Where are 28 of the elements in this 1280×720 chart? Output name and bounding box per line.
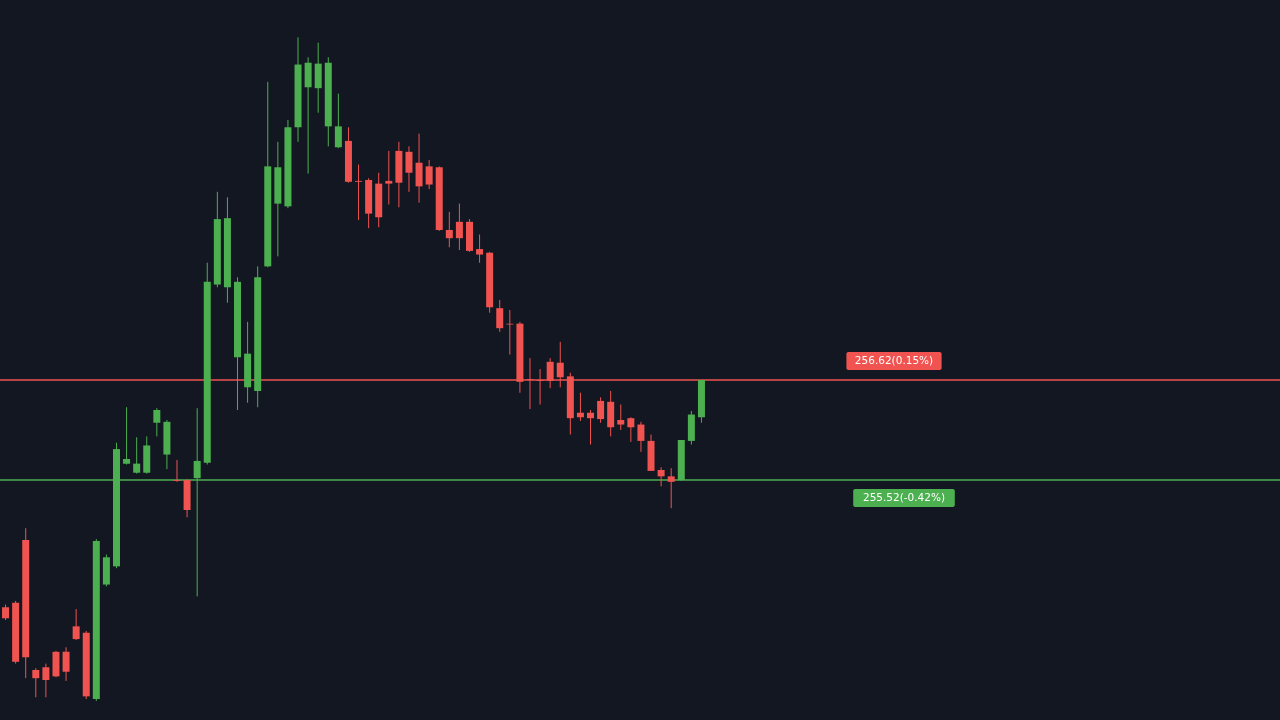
candlestick [42, 663, 50, 698]
candlestick [617, 404, 625, 431]
candlestick [445, 211, 453, 248]
candlestick [62, 646, 70, 682]
ref-line-label: 255.52(-0.42%) [862, 491, 946, 503]
candlestick [506, 309, 514, 356]
candlestick [425, 159, 433, 190]
candlestick [667, 467, 675, 509]
candlestick [496, 299, 504, 333]
candlestick [385, 150, 393, 206]
candlestick [476, 234, 484, 264]
candlestick [627, 416, 635, 443]
candlestick [334, 93, 342, 149]
candlestick [405, 145, 413, 193]
ref-line-label: 256.62(0.15%) [854, 354, 934, 366]
candlestick [133, 436, 141, 475]
candlestick [153, 407, 161, 437]
candlestick [657, 466, 665, 487]
candlestick [32, 667, 40, 698]
candlestick [123, 406, 131, 466]
candlestick [587, 409, 595, 446]
candlestick [72, 608, 80, 641]
candlestick [597, 396, 605, 424]
candlestick [455, 203, 463, 251]
candlestick [637, 421, 645, 453]
candlestick [173, 459, 181, 483]
candlestick [355, 164, 363, 221]
candlestick [415, 133, 423, 204]
